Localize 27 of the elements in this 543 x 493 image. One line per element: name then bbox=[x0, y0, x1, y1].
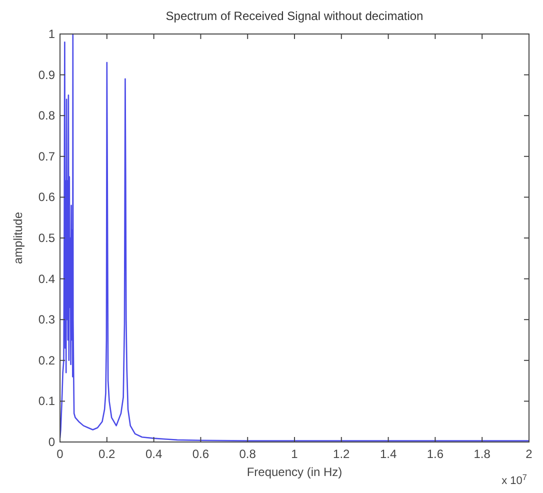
y-tick-label: 0.2 bbox=[38, 353, 56, 368]
chart-title: Spectrum of Received Signal without decimation bbox=[166, 9, 424, 23]
y-tick-label: 0 bbox=[48, 435, 56, 449]
x-tick-label: 1.8 bbox=[474, 447, 491, 461]
x-tick-label: 0.8 bbox=[239, 447, 256, 461]
x-tick-label: 0 bbox=[56, 447, 64, 461]
line-series bbox=[60, 33, 529, 442]
y-tick-label: 0.5 bbox=[38, 231, 56, 245]
y-tick-label: 0.7 bbox=[38, 149, 56, 164]
text: x 10$^{7}$ bbox=[502, 472, 528, 487]
y-axis-title: amplitude bbox=[11, 212, 25, 264]
x-tick-label: 1.2 bbox=[333, 447, 350, 461]
y-tick-label: 0.8 bbox=[38, 108, 56, 123]
x-tick-label: 0.4 bbox=[145, 447, 162, 461]
y-tick-label: 0.6 bbox=[38, 190, 56, 204]
y-tick-label: 0.1 bbox=[38, 394, 56, 408]
x-tick-label: 1 bbox=[291, 447, 298, 461]
x-axis-title: Frequency (in Hz) bbox=[246, 465, 342, 479]
x-tick-label: 1.6 bbox=[426, 447, 444, 461]
x-tick-label: 2 bbox=[526, 447, 533, 461]
x-tick-label: 1.4 bbox=[380, 447, 397, 461]
y-tick-label: 1 bbox=[48, 27, 56, 41]
y-tick-label: 0.4 bbox=[38, 272, 56, 286]
y-tick-label: 0.3 bbox=[38, 312, 56, 327]
y-tick-label: 0.9 bbox=[38, 68, 56, 82]
x-tick-label: 0.6 bbox=[192, 447, 210, 461]
x-tick-label: 0.2 bbox=[98, 447, 116, 461]
